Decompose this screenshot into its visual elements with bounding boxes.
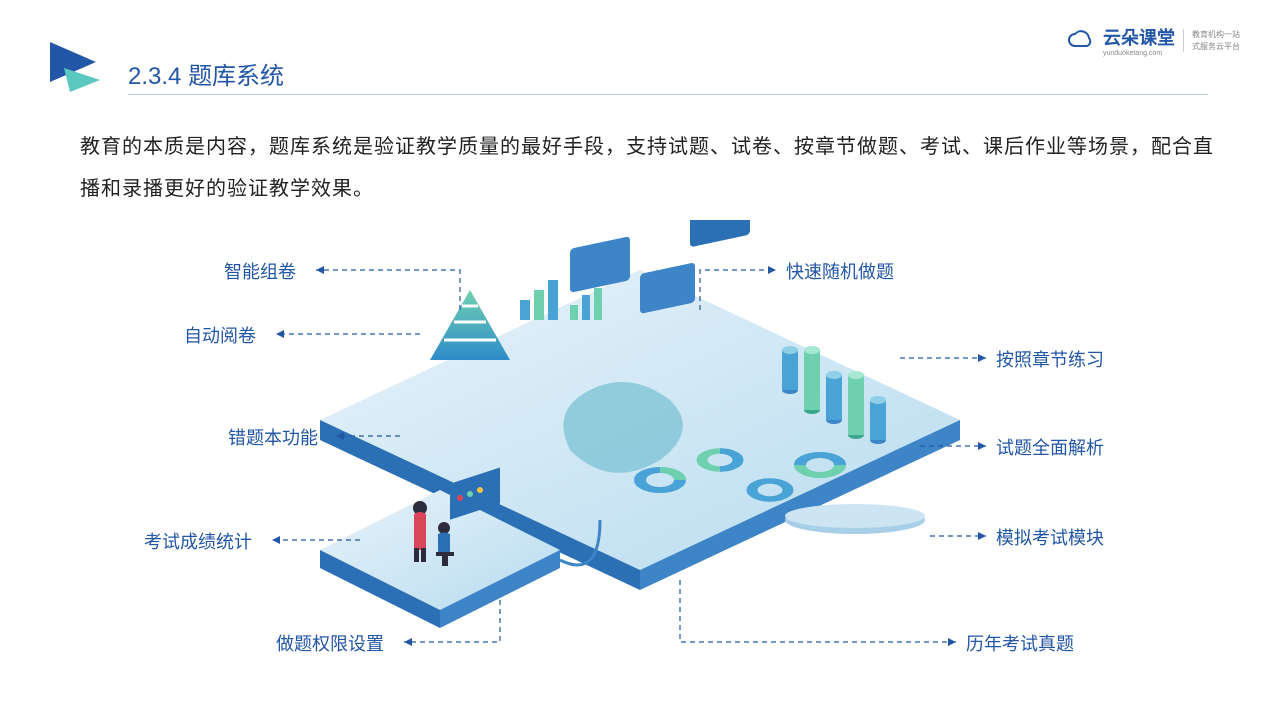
brand-name: 云朵课堂 (1103, 24, 1175, 50)
section-title-text: 题库系统 (188, 63, 284, 90)
connector-smart-compose (316, 266, 460, 310)
connector-auto-grade (276, 330, 420, 338)
label-wrong-book: 错题本功能 (228, 424, 318, 450)
diagram-canvas: 智能组卷 自动阅卷 错题本功能 考试成绩统计 做题权限设置 快速随机做题 按照章… (0, 220, 1280, 720)
connector-mock-exam (930, 532, 986, 540)
label-full-analysis: 试题全面解析 (996, 434, 1104, 460)
section-title: 2.3.4 题库系统 (128, 56, 284, 91)
section-number: 2.3.4 (128, 63, 181, 90)
label-perm-setting: 做题权限设置 (276, 630, 384, 656)
label-fast-random: 快速随机做题 (786, 258, 894, 284)
brand-domain: yunduoketang.com (1103, 50, 1175, 57)
brand-block: 云朵课堂 yunduoketang.com 教育机构一站 式服务云平台 (1067, 24, 1240, 57)
label-mock-exam: 模拟考试模块 (996, 524, 1104, 550)
title-underline (128, 94, 1208, 95)
cloud-icon (1067, 30, 1095, 52)
label-smart-compose: 智能组卷 (224, 258, 296, 284)
label-auto-grade: 自动阅卷 (184, 322, 256, 348)
isometric-illustration (0, 220, 1280, 720)
connector-past-exam (680, 580, 956, 646)
header-logo-icon (40, 32, 110, 92)
label-chapter-practice: 按照章节练习 (996, 346, 1104, 372)
pill-icon (785, 504, 925, 534)
description-text: 教育的本质是内容，题库系统是验证教学质量的最好手段，支持试题、试卷、按章节做题、… (80, 126, 1220, 210)
pyramid-icon (430, 290, 510, 360)
brand-tagline: 教育机构一站 式服务云平台 (1183, 29, 1240, 51)
label-score-stats: 考试成绩统计 (144, 528, 252, 554)
connector-chapter-practice (900, 354, 986, 362)
label-past-exam: 历年考试真题 (966, 630, 1074, 656)
connector-fast-random (700, 266, 776, 310)
